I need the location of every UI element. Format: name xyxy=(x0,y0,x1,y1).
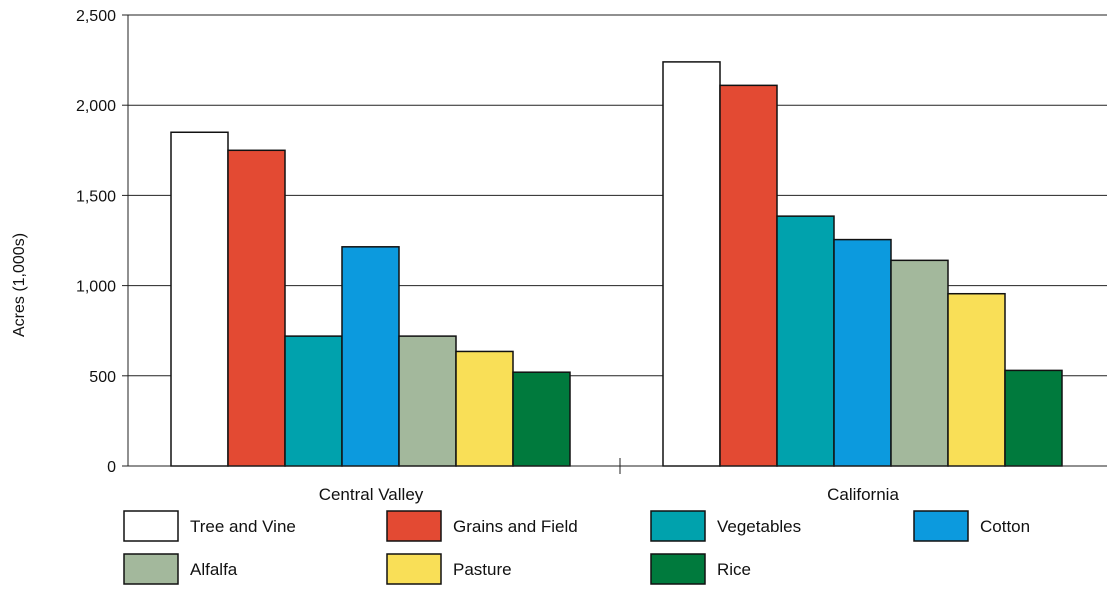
legend-swatch xyxy=(650,553,706,585)
legend-label: Cotton xyxy=(980,517,1030,536)
bar-tree-and-vine-california xyxy=(662,61,721,467)
legend-swatch xyxy=(386,553,442,585)
bar-vegetables-central-valley xyxy=(284,335,343,467)
bar-grains-and-field-california xyxy=(719,84,778,467)
y-tick-label: 2,500 xyxy=(76,8,116,25)
bars xyxy=(170,61,1063,467)
y-tick-labels: 0 500 1,000 1,500 2,000 2,500 xyxy=(76,8,116,476)
legend-label: Pasture xyxy=(453,560,512,579)
legend-swatch xyxy=(123,510,179,542)
bar-rice-california xyxy=(1004,369,1063,467)
legend-swatch xyxy=(913,510,969,542)
legend-label: Alfalfa xyxy=(190,560,238,579)
bar-alfalfa-central-valley xyxy=(398,335,457,467)
legend: Tree and Vine Grains and Field Vegetables C… xyxy=(123,510,1030,585)
y-tick-label: 1,500 xyxy=(76,188,116,205)
y-tick-label: 2,000 xyxy=(76,98,116,115)
legend-swatch xyxy=(386,510,442,542)
x-category-label: California xyxy=(827,485,899,504)
x-category-labels: Central Valley California xyxy=(319,485,900,504)
bar-pasture-california xyxy=(947,292,1006,467)
bar-vegetables-california xyxy=(776,215,835,467)
bar-pasture-central-valley xyxy=(455,350,514,467)
legend-swatch xyxy=(650,510,706,542)
bar-cotton-central-valley xyxy=(341,246,400,467)
bar-rice-central-valley xyxy=(512,371,571,467)
legend-label: Rice xyxy=(717,560,751,579)
bar-grains-and-field-central-valley xyxy=(227,149,286,467)
axes xyxy=(122,14,1107,474)
bar-alfalfa-california xyxy=(890,259,949,467)
legend-label: Vegetables xyxy=(717,517,801,536)
legend-swatch xyxy=(123,553,179,585)
y-axis-label: Acres (1,000s) xyxy=(11,233,28,337)
bar-tree-and-vine-central-valley xyxy=(170,131,229,467)
x-category-label: Central Valley xyxy=(319,485,424,504)
bar-cotton-california xyxy=(833,238,892,467)
y-tick-label: 500 xyxy=(89,369,116,386)
y-tick-label: 0 xyxy=(107,459,116,476)
legend-label: Grains and Field xyxy=(453,517,578,536)
legend-label: Tree and Vine xyxy=(190,517,296,536)
y-tick-label: 1,000 xyxy=(76,279,116,296)
